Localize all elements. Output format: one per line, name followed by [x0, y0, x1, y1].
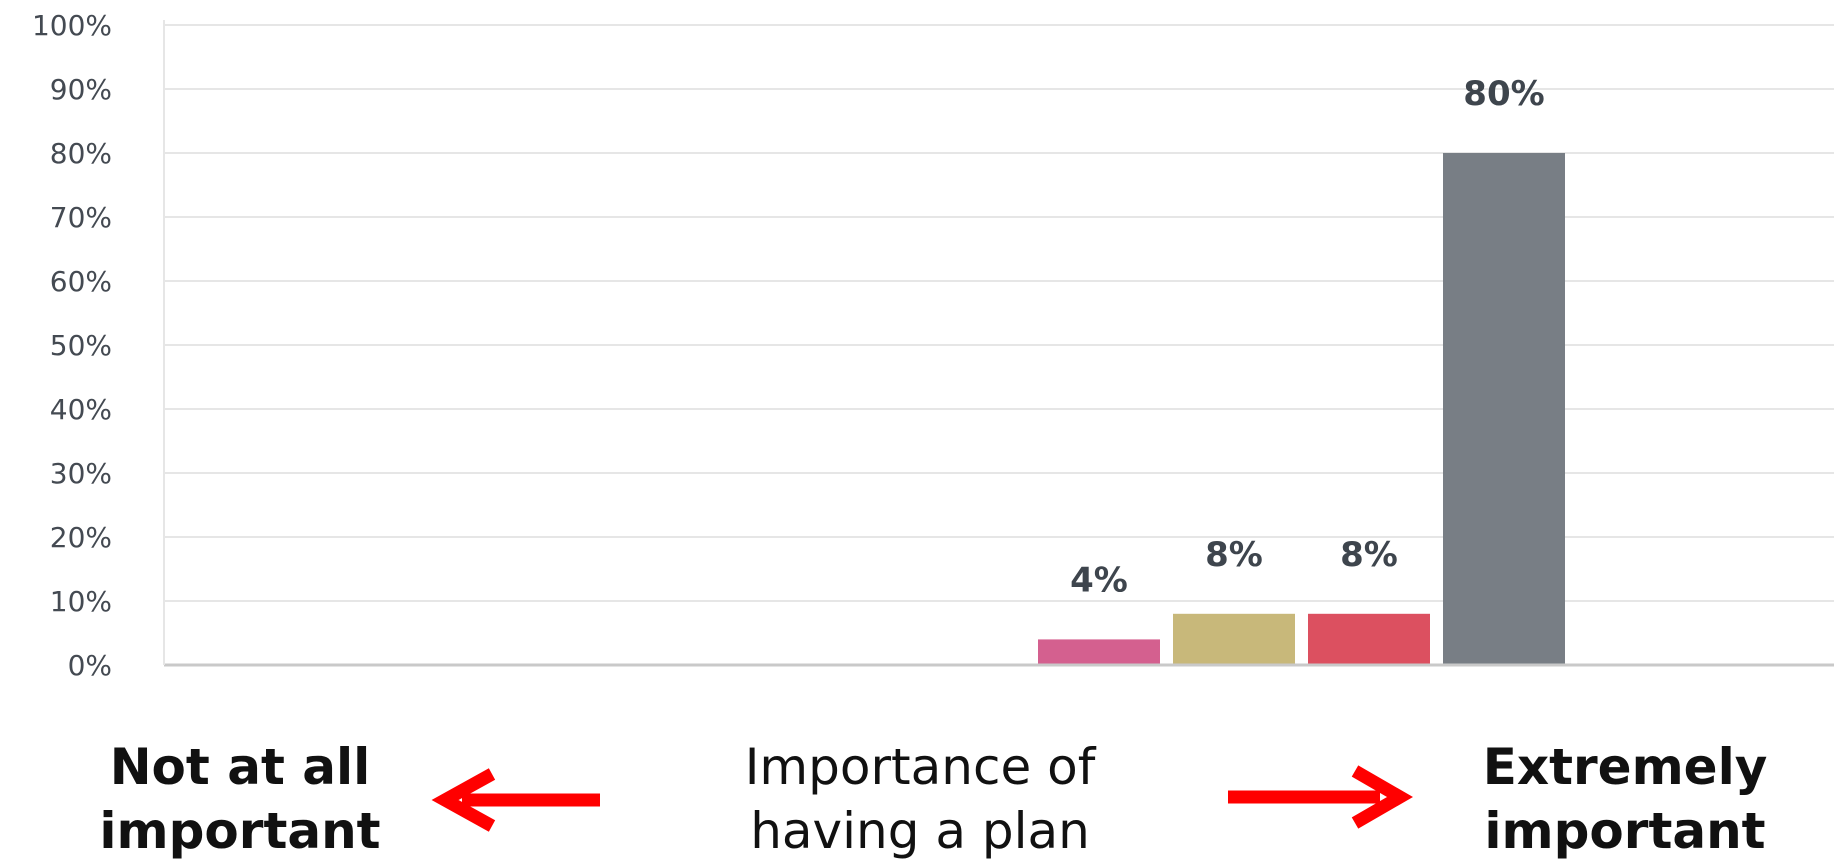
y-tick-label: 50%: [50, 329, 112, 362]
y-tick-label: 20%: [50, 521, 112, 554]
data-labels: 4% 8% 8% 80%: [1070, 74, 1545, 600]
bar-11: [1443, 153, 1565, 665]
bar-8: [1038, 639, 1160, 665]
y-tick-label: 60%: [50, 265, 112, 298]
bars: [1038, 153, 1565, 665]
scale-high-caption: Extremely important: [1440, 735, 1810, 863]
y-tick-label: 90%: [50, 73, 112, 106]
y-tick-label: 80%: [50, 137, 112, 170]
bar-10: [1308, 613, 1430, 665]
y-tick-label: 30%: [50, 457, 112, 490]
data-label-11: 80%: [1463, 74, 1544, 114]
data-label-8: 4%: [1070, 560, 1128, 600]
scale-high-line1: Extremely: [1482, 738, 1768, 796]
bar-9: [1173, 613, 1295, 665]
y-axis-ticks: 0% 10% 20% 30% 40% 50% 60% 70% 80% 90% 100%: [32, 9, 112, 682]
arrow-right-icon: [1228, 765, 1413, 829]
axis-caption-line2: having a plan: [750, 802, 1090, 860]
gridlines: [164, 24, 1834, 602]
data-label-10: 8%: [1340, 535, 1398, 575]
scale-high-line2: important: [1484, 802, 1766, 860]
arrow-left-icon: [431, 768, 600, 832]
y-tick-label: 40%: [50, 393, 112, 426]
data-label-9: 8%: [1205, 535, 1263, 575]
scale-low-line1: Not at all: [109, 738, 371, 796]
axis-caption: Importance of having a plan: [640, 735, 1200, 863]
y-tick-label: 100%: [32, 9, 112, 42]
y-tick-label: 0%: [68, 649, 112, 682]
scale-low-line2: important: [99, 802, 381, 860]
y-tick-label: 10%: [50, 585, 112, 618]
axis-caption-line1: Importance of: [744, 738, 1096, 796]
y-tick-label: 70%: [50, 201, 112, 234]
scale-low-caption: Not at all important: [60, 735, 420, 863]
